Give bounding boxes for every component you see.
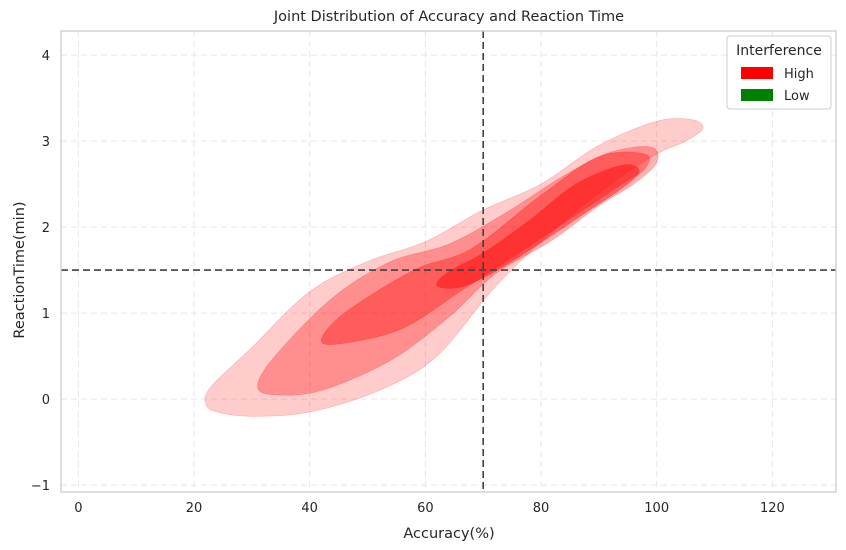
chart-title: Joint Distribution of Accuracy and React…: [273, 9, 624, 25]
legend-title: Interference: [736, 43, 822, 59]
y-tick-label: 4: [42, 49, 50, 64]
y-tick-label: 3: [42, 135, 50, 150]
grid-lines: [61, 31, 836, 492]
contour-level-3: [320, 151, 650, 345]
x-tick-label: 0: [74, 501, 82, 516]
x-axis-label: Accuracy(%): [403, 526, 494, 542]
x-tick-label: 60: [417, 501, 434, 516]
legend-swatch-high: [741, 67, 773, 79]
y-tick-label: 1: [42, 307, 50, 322]
x-tick-label: 120: [760, 501, 785, 516]
x-tick-label: 40: [301, 501, 318, 516]
legend-swatch-low: [741, 89, 773, 101]
x-tick-label: 20: [186, 501, 203, 516]
x-tick-label: 80: [533, 501, 550, 516]
y-tick-labels: −1 0 1 2 3 4: [31, 49, 50, 494]
y-tick-label: −1: [31, 479, 50, 494]
reference-lines: [61, 31, 836, 492]
y-tick-label: 2: [42, 221, 50, 236]
plot-frame: [60, 30, 837, 493]
x-tick-labels: 0 20 40 60 80 100 120: [74, 501, 785, 516]
x-tick-label: 100: [644, 501, 669, 516]
y-axis-label: ReactionTime(min): [12, 201, 28, 338]
contour-level-1: [204, 118, 704, 417]
legend: Interference High Low: [726, 35, 832, 110]
legend-label-low: Low: [784, 89, 810, 104]
y-tick-label: 0: [42, 393, 50, 408]
legend-label-high: High: [784, 67, 814, 82]
